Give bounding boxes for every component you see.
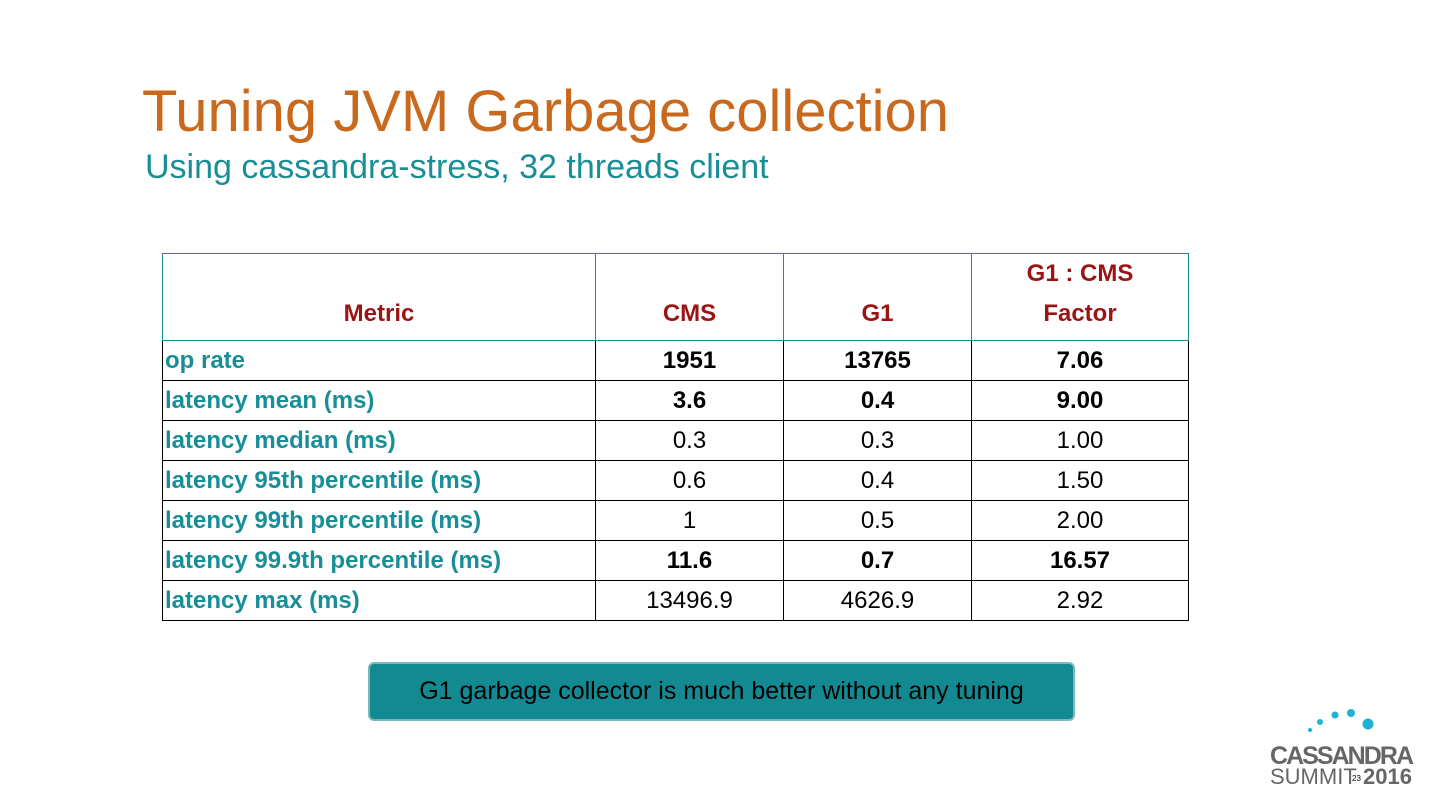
value-cell: 2.92 <box>971 580 1189 621</box>
logo: CASSANDRA SUMMIT 2016 <box>1270 709 1414 789</box>
value-cell: 13765 <box>783 340 972 381</box>
metric-cell: latency 99.9th percentile (ms) <box>162 540 596 581</box>
value-cell: 16.57 <box>971 540 1189 581</box>
metric-cell: latency 99th percentile (ms) <box>162 500 596 541</box>
column-header-text: G1 <box>861 300 894 327</box>
value-cell: 11.6 <box>595 540 784 581</box>
value-cell: 7.06 <box>971 340 1189 381</box>
table-row: latency max (ms) 13496.9 4626.9 2.92 <box>162 580 1189 621</box>
metric-cell: latency median (ms) <box>162 420 596 461</box>
subtitle: Using cassandra-stress, 32 threads clien… <box>145 148 769 186</box>
header-row: Metric CMS G1 G1 : CMS Factor <box>162 253 1189 341</box>
table-row: latency 95th percentile (ms) 0.6 0.4 1.50 <box>162 460 1189 501</box>
value-cell: 9.00 <box>971 380 1189 421</box>
column-header-text: G1 : CMS Factor <box>1026 260 1134 327</box>
value-cell: 4626.9 <box>783 580 972 621</box>
logo-dots <box>1308 709 1374 732</box>
column-header: G1 <box>783 253 972 341</box>
table: Metric CMS G1 G1 : CMS Factor op rate 1951 13… <box>162 253 1189 621</box>
value-cell: 0.3 <box>783 420 972 461</box>
page-number: 23 <box>1352 774 1361 783</box>
column-header: G1 : CMS Factor <box>971 253 1189 341</box>
column-header-text: CMS <box>662 300 717 327</box>
metric-cell: latency max (ms) <box>162 580 596 621</box>
title: Tuning JVM Garbage collection <box>142 79 950 144</box>
callout: G1 garbage collector is much better with… <box>368 662 1075 721</box>
value-cell: 13496.9 <box>595 580 784 621</box>
metric-cell: latency mean (ms) <box>162 380 596 421</box>
value-cell: 2.00 <box>971 500 1189 541</box>
table-row: latency 99.9th percentile (ms) 11.6 0.7 16.… <box>162 540 1189 581</box>
value-cell: 1.50 <box>971 460 1189 501</box>
value-cell: 0.4 <box>783 460 972 501</box>
column-header-text: Metric <box>343 300 415 327</box>
metric-cell: latency 95th percentile (ms) <box>162 460 596 501</box>
value-cell: 3.6 <box>595 380 784 421</box>
value-cell: 0.3 <box>595 420 784 461</box>
value-cell: 1951 <box>595 340 784 381</box>
value-cell: 0.6 <box>595 460 784 501</box>
value-cell: 0.4 <box>783 380 972 421</box>
column-header: Metric <box>162 253 596 341</box>
value-cell: 0.7 <box>783 540 972 581</box>
logo-year: 2016 <box>1363 764 1412 789</box>
value-cell: 0.5 <box>783 500 972 541</box>
table-row: op rate 1951 13765 7.06 <box>162 340 1189 381</box>
table-row: latency median (ms) 0.3 0.3 1.00 <box>162 420 1189 461</box>
logo-text: CASSANDRA <box>1270 742 1414 770</box>
value-cell: 1.00 <box>971 420 1189 461</box>
column-header: CMS <box>595 253 784 341</box>
metric-cell: op rate <box>162 340 596 381</box>
table-row: latency mean (ms) 3.6 0.4 9.00 <box>162 380 1189 421</box>
value-cell: 1 <box>595 500 784 541</box>
table-row: latency 99th percentile (ms) 1 0.5 2.00 <box>162 500 1189 541</box>
table-body: op rate 1951 13765 7.06 latency mean (ms) 3.6… <box>162 340 1189 621</box>
logo-text: SUMMIT <box>1270 764 1357 789</box>
